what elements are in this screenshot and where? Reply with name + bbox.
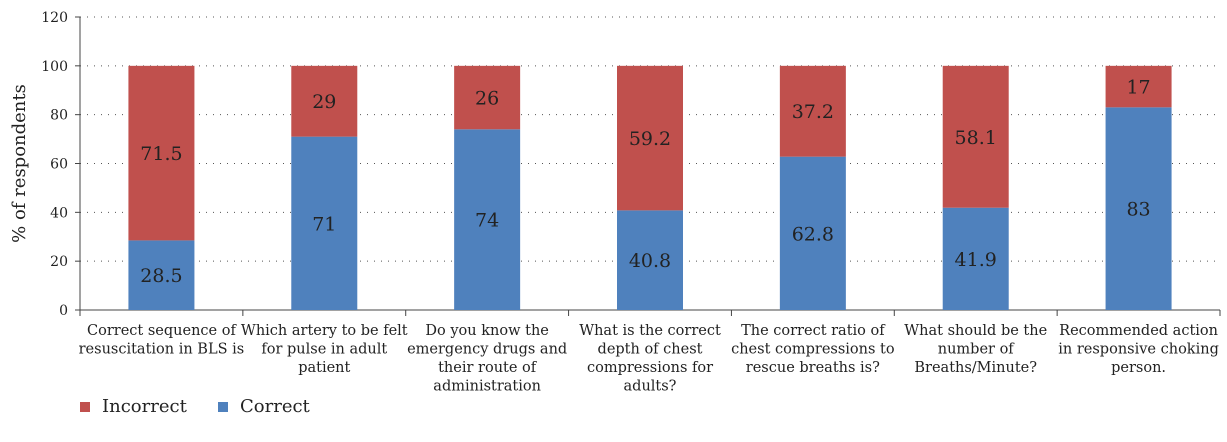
category-label-3: emergency drugs and — [407, 342, 567, 358]
legend-label-incorrect: Incorrect — [102, 396, 187, 417]
legend: Incorrect Correct — [0, 396, 1227, 442]
y-tick-label: 40 — [50, 205, 68, 221]
data-label-incorrect-1: 71.5 — [140, 143, 182, 165]
legend-label-correct: Correct — [240, 396, 310, 417]
category-label-2: patient — [298, 360, 350, 376]
bar-correct-3 — [454, 129, 521, 310]
y-axis-title: % of respondents — [9, 84, 30, 243]
data-label-incorrect-6: 58.1 — [955, 127, 997, 149]
bar-incorrect-2 — [291, 65, 358, 137]
legend-item-incorrect: Incorrect — [80, 396, 187, 417]
legend-swatch-incorrect — [80, 401, 90, 412]
legend-swatch-correct — [218, 401, 228, 412]
category-label-3: administration — [433, 379, 541, 395]
bar-incorrect-4 — [617, 65, 683, 211]
data-label-incorrect-2: 29 — [312, 91, 336, 113]
data-label-incorrect-7: 17 — [1126, 77, 1150, 99]
category-label-5: rescue breaths is? — [746, 360, 880, 376]
bar-incorrect-3 — [454, 65, 521, 130]
data-label-correct-3: 74 — [475, 210, 499, 232]
bar-incorrect-5 — [779, 65, 846, 157]
category-label-4: depth of chest — [598, 342, 703, 358]
category-label-6: Breaths/Minute? — [914, 360, 1037, 376]
legend-item-correct: Correct — [218, 396, 310, 417]
category-label-3: their route of — [438, 360, 538, 376]
bar-correct-5 — [779, 156, 846, 310]
data-label-incorrect-5: 37.2 — [792, 101, 834, 123]
category-label-2: Which artery to be felt — [241, 323, 408, 339]
bar-correct-4 — [617, 210, 683, 310]
category-label-3: Do you know the — [425, 323, 548, 339]
data-label-incorrect-4: 59.2 — [629, 128, 671, 150]
y-tick-label: 120 — [41, 10, 68, 26]
data-label-incorrect-3: 26 — [475, 88, 499, 110]
category-label-2: for pulse in adult — [261, 342, 387, 358]
data-label-correct-7: 83 — [1126, 199, 1150, 221]
bar-incorrect-7 — [1105, 65, 1172, 108]
bar-correct-1 — [128, 240, 195, 310]
data-label-correct-6: 41.9 — [955, 249, 997, 271]
category-label-4: compressions for — [587, 360, 713, 376]
category-label-6: number of — [938, 342, 1016, 358]
y-tick-label: 0 — [59, 303, 68, 319]
category-label-6: What should be the — [904, 323, 1047, 339]
stacked-bar-chart: 0 20 40 60 80 100 120 % of respondents 28.5 71.5 C… — [9, 10, 1221, 395]
bar-incorrect-1 — [128, 65, 195, 241]
data-label-correct-5: 62.8 — [792, 223, 834, 245]
y-tick-label: 20 — [50, 254, 68, 270]
category-label-5: The correct ratio of — [741, 323, 886, 339]
category-label-5: chest compressions to — [731, 342, 895, 358]
bar-correct-7 — [1105, 107, 1172, 310]
bar-correct-2 — [291, 136, 358, 310]
data-label-correct-4: 40.8 — [629, 250, 671, 272]
y-tick-label: 100 — [41, 59, 68, 75]
data-label-correct-1: 28.5 — [140, 265, 182, 287]
category-label-4: What is the correct — [579, 323, 721, 339]
category-label-4: adults? — [624, 379, 677, 395]
y-tick-label: 60 — [50, 157, 68, 173]
data-label-correct-2: 71 — [312, 213, 336, 235]
bar-correct-6 — [942, 207, 1009, 310]
category-label-1: Correct sequence of — [87, 323, 237, 339]
category-label-7: in responsive choking — [1058, 342, 1219, 358]
category-label-7: Recommended action — [1059, 323, 1218, 339]
category-label-7: person. — [1111, 360, 1166, 376]
y-tick-label: 80 — [50, 108, 68, 124]
category-label-1: resuscitation in BLS is — [79, 342, 245, 358]
bar-incorrect-6 — [942, 65, 1009, 208]
